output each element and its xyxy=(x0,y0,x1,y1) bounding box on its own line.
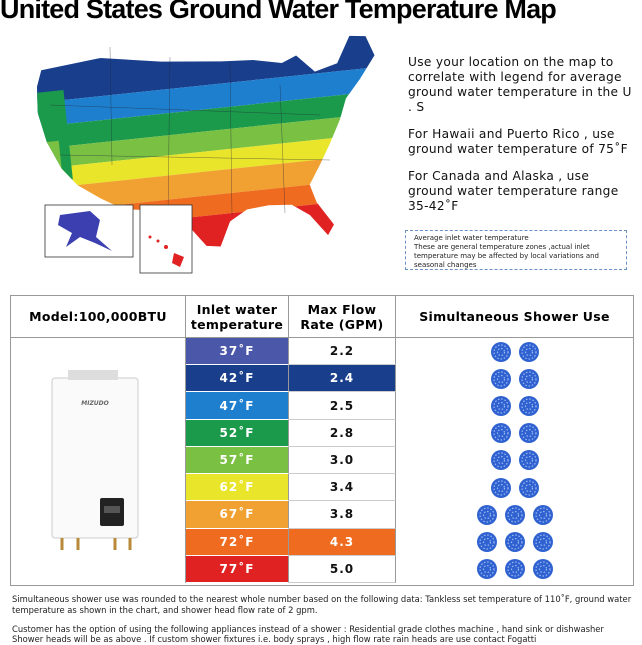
shower-cell xyxy=(396,420,633,447)
temperature-cell: 37˚F xyxy=(186,338,289,366)
shower-cell xyxy=(396,474,633,501)
shower-icon xyxy=(518,423,539,444)
shower-icon xyxy=(476,532,497,553)
shower-icon xyxy=(490,368,511,389)
shower-icon xyxy=(532,532,553,553)
table-header: Max Flow Rate (GPM) xyxy=(289,296,396,338)
flow-rate-cell: 2.8 xyxy=(289,419,396,447)
shower-icon xyxy=(490,396,511,417)
flow-rate-cell: 2.4 xyxy=(289,365,396,393)
shower-icon xyxy=(490,423,511,444)
shower-icon xyxy=(518,477,539,498)
flow-rate-cell: 3.0 xyxy=(289,446,396,475)
footnote: Simultaneous shower use was rounded to t… xyxy=(12,594,632,615)
map-text: Use your location on the map to correlat… xyxy=(408,55,632,114)
shower-cell xyxy=(396,556,633,583)
heater-brand: MIZUDO xyxy=(81,400,109,407)
table-header: Simultaneous Shower Use xyxy=(396,296,633,338)
map-text: For Hawaii and Puerto Rico , use ground … xyxy=(408,127,628,156)
table: Model:100,000BTU Inlet water temperature M… xyxy=(10,295,634,586)
shower-cell xyxy=(396,338,633,365)
shower-cell xyxy=(396,501,633,528)
note-line: These are general temperature zones ,act… xyxy=(414,243,600,269)
temperature-cell: 57˚F xyxy=(186,446,289,475)
flow-rate-cell: 3.4 xyxy=(289,474,396,502)
shower-icon xyxy=(490,477,511,498)
table-header: Inlet water temperature xyxy=(186,296,289,338)
map-text: For Canada and Alaska , use ground water… xyxy=(408,169,619,213)
shower-icon xyxy=(490,341,511,362)
shower-icon xyxy=(532,559,553,580)
table-header: Model:100,000BTU xyxy=(11,296,186,338)
shower-icon xyxy=(532,504,553,525)
shower-icon xyxy=(490,450,511,471)
shower-cell xyxy=(396,447,633,474)
shower-icon xyxy=(518,368,539,389)
note-line: Average inlet water temperature xyxy=(414,234,529,242)
shower-cell xyxy=(396,529,633,556)
flow-rate-cell: 2.5 xyxy=(289,392,396,420)
shower-cell xyxy=(396,392,633,419)
flow-rate-cell: 3.8 xyxy=(289,501,396,529)
temperature-cell: 72˚F xyxy=(186,528,289,556)
flow-rate-cell: 5.0 xyxy=(289,555,396,583)
map xyxy=(32,29,393,274)
footnote: Customer has the option of using the fol… xyxy=(12,624,604,634)
temperature-cell: 42˚F xyxy=(186,365,289,393)
heater-image: MIZUDO xyxy=(51,370,139,550)
shower-icon xyxy=(518,396,539,417)
shower-cell xyxy=(396,365,633,392)
shower-icon xyxy=(504,504,525,525)
flow-rate-cell: 4.3 xyxy=(289,528,396,556)
shower-icon xyxy=(518,341,539,362)
temperature-cell: 47˚F xyxy=(186,392,289,420)
temperature-cell: 52˚F xyxy=(186,419,289,447)
shower-icon xyxy=(476,504,497,525)
shower-icon xyxy=(504,559,525,580)
shower-icon xyxy=(476,559,497,580)
temperature-cell: 67˚F xyxy=(186,501,289,529)
flow-rate-cell: 2.2 xyxy=(289,338,396,366)
model-cell xyxy=(11,338,186,583)
temperature-cell: 62˚F xyxy=(186,474,289,502)
footnote: Shower heads will be as above . If custo… xyxy=(12,634,537,644)
legend-note: Average inlet water temperature These ar… xyxy=(405,230,627,270)
temperature-cell: 77˚F xyxy=(186,555,289,583)
shower-icon xyxy=(518,450,539,471)
shower-icon xyxy=(504,532,525,553)
title: United States Ground Water Temperature M… xyxy=(0,0,557,24)
